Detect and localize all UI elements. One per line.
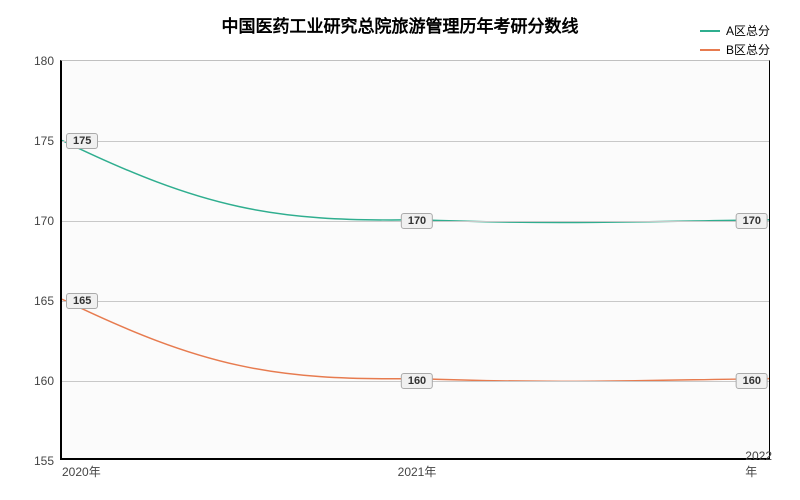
chart-title: 中国医药工业研究总院旅游管理历年考研分数线 bbox=[0, 12, 800, 37]
data-label: 170 bbox=[401, 213, 433, 229]
x-tick-label: 2021年 bbox=[398, 463, 437, 480]
gridline bbox=[62, 141, 769, 142]
legend-label-a: A区总分 bbox=[726, 22, 770, 39]
line-layer bbox=[62, 61, 769, 458]
legend: A区总分 B区总分 bbox=[700, 22, 770, 60]
legend-item-b: B区总分 bbox=[700, 41, 770, 58]
series-line bbox=[62, 299, 769, 381]
plot-area: 1551601651701751802020年2021年2022年1751701… bbox=[60, 60, 770, 460]
y-tick-label: 175 bbox=[34, 134, 54, 148]
legend-label-b: B区总分 bbox=[726, 41, 770, 58]
data-label: 160 bbox=[401, 373, 433, 389]
x-tick-label: 2020年 bbox=[62, 463, 101, 480]
y-tick-label: 165 bbox=[34, 294, 54, 308]
y-tick-label: 170 bbox=[34, 214, 54, 228]
x-tick-label: 2022年 bbox=[745, 449, 772, 480]
data-label: 175 bbox=[66, 133, 98, 149]
series-line bbox=[62, 140, 769, 222]
chart-container: 中国医药工业研究总院旅游管理历年考研分数线 A区总分 B区总分 155 160 16… bbox=[0, 0, 800, 500]
data-label: 170 bbox=[736, 213, 768, 229]
y-tick-label: 155 bbox=[34, 454, 54, 468]
gridline bbox=[62, 301, 769, 302]
legend-swatch-a bbox=[700, 30, 720, 32]
y-tick-label: 160 bbox=[34, 374, 54, 388]
legend-item-a: A区总分 bbox=[700, 22, 770, 39]
y-tick-label: 180 bbox=[34, 54, 54, 68]
data-label: 165 bbox=[66, 293, 98, 309]
legend-swatch-b bbox=[700, 49, 720, 51]
data-label: 160 bbox=[736, 373, 768, 389]
